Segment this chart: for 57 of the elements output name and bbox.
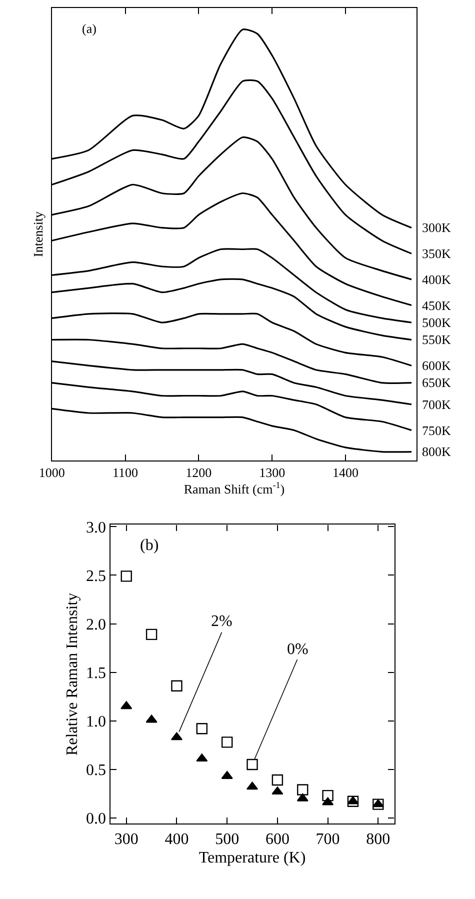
series-label: 300K <box>422 220 452 235</box>
y-tick-label: 1.5 <box>86 664 106 682</box>
x-tick-label: 1100 <box>112 465 138 480</box>
point <box>221 736 233 748</box>
y-tick-label: 2.0 <box>86 616 106 634</box>
annotation: (a) <box>82 21 96 36</box>
series-label: 550K <box>422 332 452 347</box>
point <box>322 790 334 802</box>
series-label: 450K <box>422 298 452 313</box>
y-tick-label: 3.0 <box>86 519 106 536</box>
point <box>246 758 258 770</box>
point <box>347 796 359 807</box>
y-tick-label: 1.0 <box>86 713 106 730</box>
x-tick-label: 500 <box>215 831 240 848</box>
x-tick-label: 700 <box>316 831 340 848</box>
point <box>120 570 132 582</box>
x-tick-label: 1200 <box>186 465 212 480</box>
series-label: 350K <box>422 246 452 261</box>
y-axis-title: Relative Raman Intensity <box>64 592 81 756</box>
x-axis-title: Temperature (K) <box>198 850 306 867</box>
series-label: 800K <box>422 444 452 459</box>
x-tick-label: 300 <box>114 831 138 848</box>
y-tick-label: 0.0 <box>86 810 106 828</box>
point <box>221 771 233 780</box>
series-label: 500K <box>422 315 452 330</box>
point <box>196 754 208 762</box>
point <box>146 628 158 640</box>
y-tick-label: 2.5 <box>86 568 106 585</box>
annotation: 0% <box>287 641 308 658</box>
x-axis-title: Raman Shift (cm$^{-1}$) <box>184 480 285 497</box>
point <box>146 714 158 723</box>
x-tick-label: 400 <box>164 831 189 848</box>
point <box>171 680 182 692</box>
x-tick-label: 1300 <box>259 465 286 480</box>
series-label: 700K <box>422 397 452 412</box>
series-label: 600K <box>422 358 452 373</box>
point <box>296 793 308 802</box>
point <box>120 701 132 710</box>
x-tick-label: 1000 <box>38 465 65 480</box>
y-tick-label: 0.5 <box>86 762 106 779</box>
x-tick-label: 1400 <box>332 465 358 480</box>
annotation: (b) <box>140 537 159 554</box>
series-label: 750K <box>422 423 452 438</box>
point <box>372 799 384 808</box>
y-axis-title: Intensity <box>30 210 46 257</box>
point <box>297 784 308 796</box>
point <box>347 796 359 804</box>
x-tick-label: 600 <box>265 831 290 848</box>
point <box>322 797 334 806</box>
annotation: 2% <box>211 613 232 630</box>
series-label: 650K <box>422 375 452 390</box>
point <box>372 798 384 810</box>
point <box>196 722 208 734</box>
series-label: 400K <box>422 272 452 287</box>
point <box>272 786 284 795</box>
x-tick-label: 800 <box>366 831 390 848</box>
point <box>272 774 284 786</box>
